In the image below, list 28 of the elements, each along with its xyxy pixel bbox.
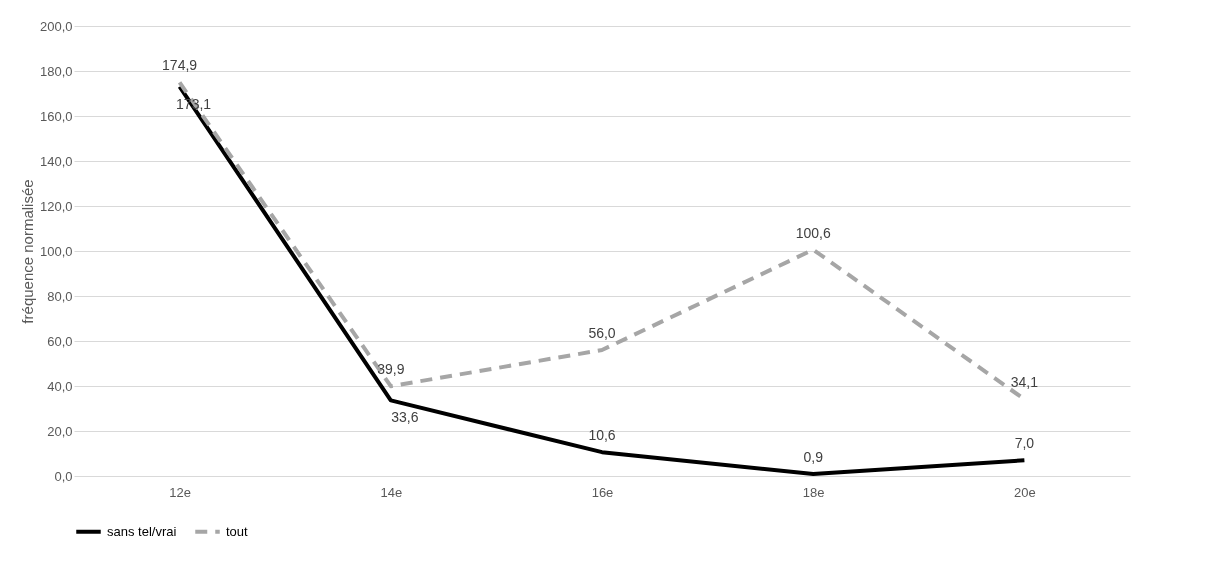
y-tick-label: 60,0 <box>47 333 73 349</box>
data-label: 100,6 <box>795 224 831 241</box>
legend-label: sans tel/vrai <box>107 523 177 539</box>
y-tick-label: 200,0 <box>39 18 73 34</box>
data-label: 0,9 <box>803 448 824 465</box>
data-label: 33,6 <box>391 409 419 426</box>
x-tick-label: 16e <box>591 484 614 500</box>
data-label: 7,0 <box>1014 435 1035 452</box>
y-tick-label: 120,0 <box>39 198 73 214</box>
x-tick-label: 18e <box>802 484 825 500</box>
y-tick-label: 80,0 <box>47 288 73 304</box>
y-tick-label: 20,0 <box>47 423 73 439</box>
data-label: 34,1 <box>1010 374 1039 391</box>
data-label: 174,9 <box>162 57 198 74</box>
y-tick-label: 180,0 <box>39 63 73 79</box>
x-tick-label: 20e <box>1014 484 1036 500</box>
data-label: 39,9 <box>377 361 405 378</box>
y-tick-label: 0,0 <box>54 468 73 484</box>
data-label: 56,0 <box>588 325 616 341</box>
x-tick-label: 14e <box>380 484 403 500</box>
y-tick-label: 100,0 <box>39 243 73 259</box>
y-tick-label: 160,0 <box>39 108 73 124</box>
x-tick-label: 12e <box>169 484 191 500</box>
y-axis-title: fréquence normalisée <box>18 179 36 324</box>
y-tick-label: 40,0 <box>47 378 73 394</box>
y-tick-label: 140,0 <box>39 153 73 169</box>
data-label: 10,6 <box>588 427 616 444</box>
legend-label: tout <box>226 523 249 539</box>
